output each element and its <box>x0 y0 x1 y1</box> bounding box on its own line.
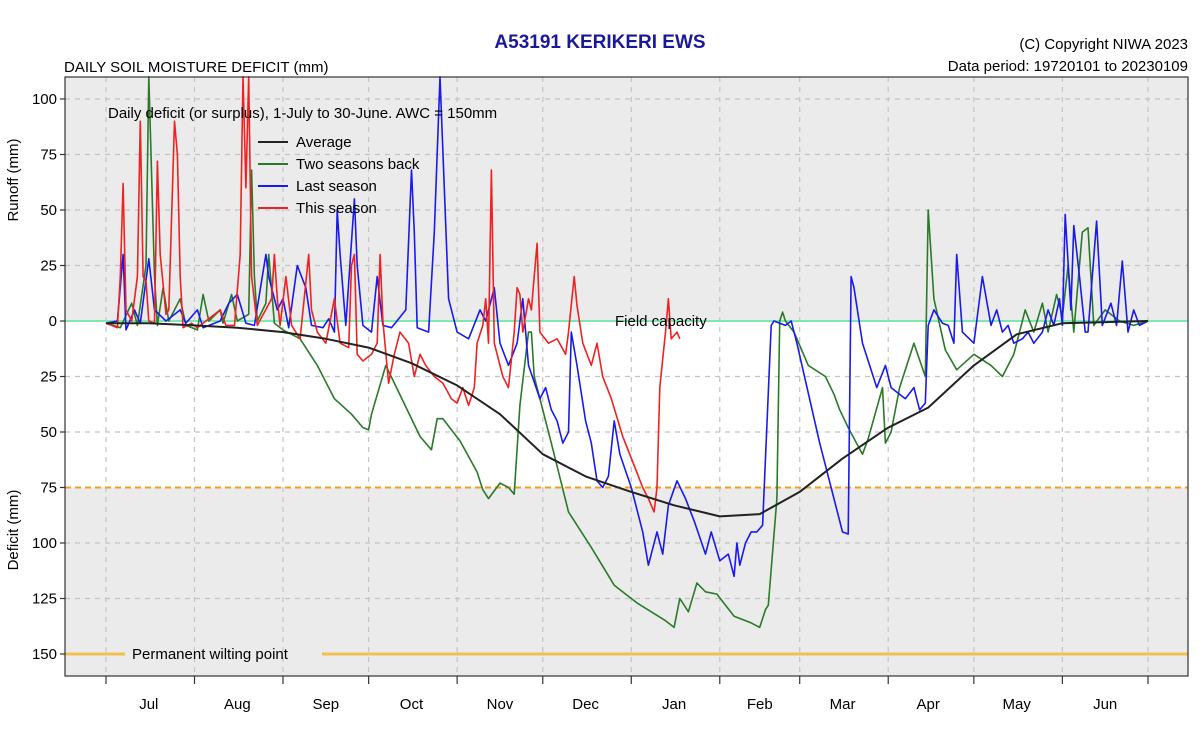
y-tick-label: 100 <box>32 91 57 108</box>
grid-lines <box>65 77 1188 676</box>
series-line-this-season <box>105 76 681 513</box>
chart-annotation: Daily deficit (or surplus), 1-July to 30… <box>108 105 497 122</box>
y-tick-label: 150 <box>32 646 57 663</box>
y-tick-label: 25 <box>40 258 57 275</box>
legend-entry: Two seasons back <box>296 156 420 173</box>
x-tick-label: Aug <box>224 696 251 713</box>
wilting-point-label: Permanent wilting point <box>132 646 289 663</box>
series-lines: Field capacity <box>105 76 1149 629</box>
y-axis-label-runoff: Runoff (mm) <box>5 138 22 221</box>
y-tick-label: 75 <box>40 147 57 164</box>
copyright-text: (C) Copyright NIWA 2023 <box>1019 36 1188 53</box>
chart-title: A53191 KERIKERI EWS <box>494 32 705 53</box>
x-tick-label: Jan <box>662 696 686 713</box>
field-capacity-label: Field capacity <box>615 313 707 330</box>
x-tick-label: Apr <box>917 696 940 713</box>
plot-background <box>65 77 1188 676</box>
series-line-average <box>106 320 1149 518</box>
y-tick-label: 0 <box>49 313 57 330</box>
y-tick-label: 75 <box>40 480 57 497</box>
stress-zone <box>65 487 1188 676</box>
series-line-two-seasons-back <box>105 76 1149 629</box>
y-tick-label: 125 <box>32 591 57 608</box>
x-tick-label: Jul <box>139 696 158 713</box>
legend: Average Two seasons back Last season This s… <box>258 134 420 217</box>
axes: 100 75 50 25 0 25 50 75 100 125 150 Jul Aug Sep Oct Nov… <box>32 76 1189 713</box>
x-tick-label: Oct <box>400 696 424 713</box>
x-tick-label: Jun <box>1093 696 1117 713</box>
series-line-last-season <box>105 76 1149 578</box>
y-tick-label: 50 <box>40 202 57 219</box>
y-tick-label: 50 <box>40 424 57 441</box>
legend-entry: Average <box>296 134 352 151</box>
y-tick-label: 100 <box>32 535 57 552</box>
x-tick-label: Sep <box>312 696 339 713</box>
x-tick-label: Nov <box>487 696 514 713</box>
x-tick-label: Feb <box>747 696 773 713</box>
data-period-text: Data period: 19720101 to 20230109 <box>948 58 1188 75</box>
legend-entry: Last season <box>296 178 377 195</box>
chart-subtitle: DAILY SOIL MOISTURE DEFICIT (mm) <box>64 59 328 76</box>
deficit-zone <box>65 321 1188 488</box>
y-tick-label: 25 <box>40 369 57 386</box>
x-tick-label: May <box>1003 696 1032 713</box>
reference-lines: Permanent wilting point <box>65 320 1188 663</box>
x-tick-label: Dec <box>572 696 599 713</box>
y-axis-label-deficit: Deficit (mm) <box>5 490 22 571</box>
legend-entry: This season <box>296 200 377 217</box>
x-tick-label: Mar <box>830 696 856 713</box>
